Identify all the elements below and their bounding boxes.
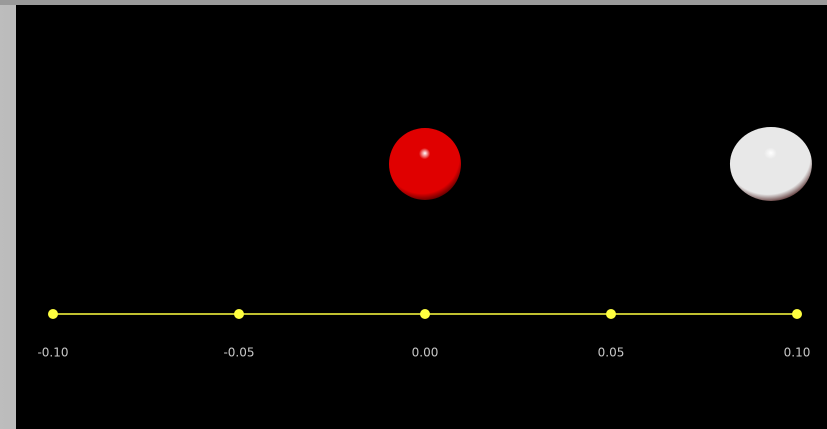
atom-sphere (389, 128, 461, 200)
tick-dot (234, 309, 244, 319)
atom-sphere (729, 127, 812, 201)
tick-dot (792, 309, 802, 319)
tick-dot (606, 309, 616, 319)
tick-label: 0.00 (412, 346, 439, 360)
frame-top (0, 0, 827, 5)
viewport (16, 5, 827, 429)
scene: -0.10 -0.05 0.00 0.05 0.10 (37, 127, 812, 360)
tick-label: 0.10 (784, 346, 811, 360)
tick-label: -0.10 (37, 346, 68, 360)
tick-label: -0.05 (223, 346, 254, 360)
tick-dot (420, 309, 430, 319)
tick-dot (48, 309, 58, 319)
tick-label: 0.05 (598, 346, 625, 360)
